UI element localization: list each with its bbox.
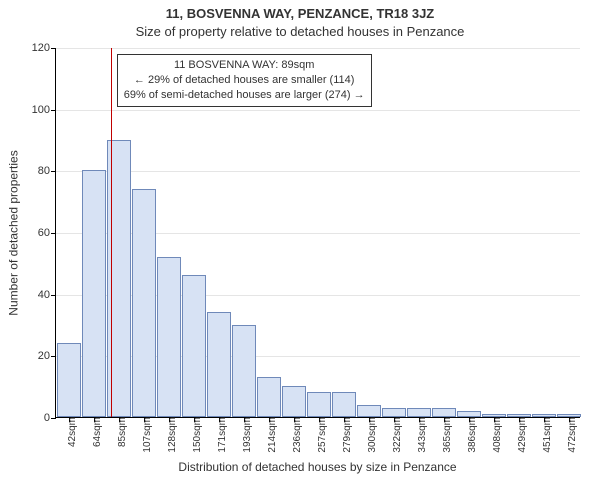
xtick-label: 107sqm: [142, 417, 153, 453]
gridline: [56, 48, 580, 49]
xtick-label: 257sqm: [317, 417, 328, 453]
xtick-label: 85sqm: [117, 417, 128, 447]
ytick-mark: [51, 110, 56, 111]
histogram-bar: [82, 170, 106, 417]
ytick-label: 120: [32, 42, 50, 54]
xtick-label: 279sqm: [342, 417, 353, 453]
histogram-bar: [157, 257, 181, 417]
xtick-label: 214sqm: [267, 417, 278, 453]
annotation-line1: 11 BOSVENNA WAY: 89sqm: [124, 58, 365, 73]
histogram-bar: [382, 408, 406, 417]
histogram-bar: [282, 386, 306, 417]
histogram-bar: [307, 392, 331, 417]
ytick-label: 0: [44, 412, 50, 424]
xtick-label: 64sqm: [92, 417, 103, 447]
xtick-label: 42sqm: [67, 417, 78, 447]
xtick-label: 300sqm: [367, 417, 378, 453]
histogram-bar: [232, 325, 256, 418]
annotation-box: 11 BOSVENNA WAY: 89sqm← 29% of detached …: [117, 54, 372, 107]
chart-subtitle: Size of property relative to detached ho…: [0, 24, 600, 39]
xtick-label: 386sqm: [467, 417, 478, 453]
y-axis-label-wrap: Number of detached properties: [6, 48, 22, 418]
histogram-bar: [407, 408, 431, 417]
ytick-mark: [51, 356, 56, 357]
histogram-bar: [182, 275, 206, 417]
y-axis-label: Number of detached properties: [7, 150, 21, 315]
xtick-label: 171sqm: [217, 417, 228, 453]
xtick-label: 451sqm: [542, 417, 553, 453]
ytick-mark: [51, 48, 56, 49]
gridline: [56, 171, 580, 172]
ytick-label: 20: [38, 350, 50, 362]
annotation-line3: 69% of semi-detached houses are larger (…: [124, 88, 365, 103]
histogram-bar: [357, 405, 381, 417]
xtick-label: 365sqm: [442, 417, 453, 453]
property-marker-line: [111, 48, 112, 417]
chart-container: 11, BOSVENNA WAY, PENZANCE, TR18 3JZ Siz…: [0, 0, 600, 500]
annotation-line2: ← 29% of detached houses are smaller (11…: [124, 73, 365, 88]
histogram-bar: [257, 377, 281, 417]
ytick-mark: [51, 418, 56, 419]
xtick-label: 128sqm: [167, 417, 178, 453]
ytick-label: 60: [38, 227, 50, 239]
xtick-label: 150sqm: [192, 417, 203, 453]
plot-area: 02040608010012042sqm64sqm85sqm107sqm128s…: [55, 48, 580, 418]
histogram-bar: [132, 189, 156, 417]
xtick-label: 472sqm: [567, 417, 578, 453]
ytick-mark: [51, 171, 56, 172]
xtick-label: 193sqm: [242, 417, 253, 453]
xtick-label: 408sqm: [492, 417, 503, 453]
ytick-label: 80: [38, 165, 50, 177]
gridline: [56, 110, 580, 111]
histogram-bar: [57, 343, 81, 417]
chart-title-address: 11, BOSVENNA WAY, PENZANCE, TR18 3JZ: [0, 6, 600, 21]
histogram-bar: [332, 392, 356, 417]
histogram-bar: [207, 312, 231, 417]
xtick-label: 343sqm: [417, 417, 428, 453]
ytick-mark: [51, 233, 56, 234]
ytick-mark: [51, 295, 56, 296]
x-axis-label: Distribution of detached houses by size …: [55, 460, 580, 474]
ytick-label: 40: [38, 289, 50, 301]
xtick-label: 322sqm: [392, 417, 403, 453]
xtick-label: 236sqm: [292, 417, 303, 453]
ytick-label: 100: [32, 104, 50, 116]
xtick-label: 429sqm: [517, 417, 528, 453]
histogram-bar: [432, 408, 456, 417]
